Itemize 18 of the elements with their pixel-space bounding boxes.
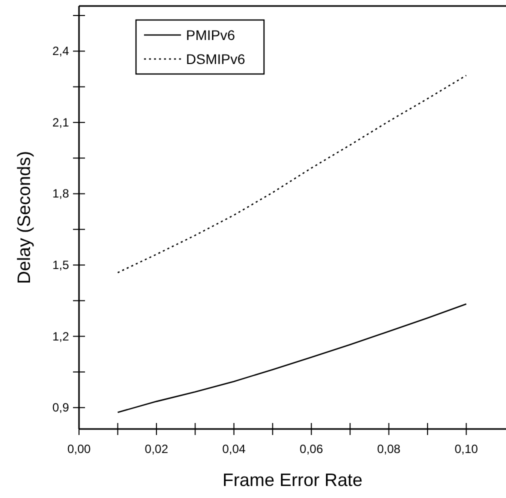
x-tick-label: 0,02 xyxy=(144,442,168,456)
legend-label: DSMIPv6 xyxy=(186,51,246,67)
line-series xyxy=(117,74,467,274)
x-tick-label: 0,08 xyxy=(377,442,401,456)
x-tick-label: 0,00 xyxy=(67,442,91,456)
x-tick-label: 0,06 xyxy=(300,442,324,456)
y-tick-label: 0,9 xyxy=(52,400,70,415)
y-tick-label: 1,8 xyxy=(52,186,70,201)
y-tick-label: 1,2 xyxy=(52,329,70,344)
y-tick-label: 2,1 xyxy=(52,115,70,130)
y-axis-title: Delay (Seconds) xyxy=(14,150,34,284)
legend-label: PMIPv6 xyxy=(186,27,236,43)
line-series xyxy=(117,303,467,414)
y-tick-label: 2,4 xyxy=(52,44,70,58)
x-tick-label: 0,04 xyxy=(222,442,246,456)
y-tick-label: 1,5 xyxy=(52,258,70,272)
x-axis-title: Frame Error Rate xyxy=(222,470,363,490)
x-tick-label: 0,10 xyxy=(454,442,478,456)
